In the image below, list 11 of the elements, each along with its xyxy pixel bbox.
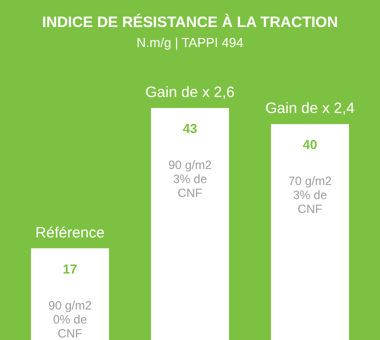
data-label: 40: [302, 137, 318, 152]
chart-title: INDICE DE RÉSISTANCE À LA TRACTION: [42, 13, 338, 31]
chart-subtitle: N.m/g | TAPPI 494: [136, 35, 244, 50]
x-tick-label: Gain de x 2,4: [265, 100, 355, 118]
x-tick-label: Référence: [35, 224, 105, 242]
x-tick-label: Gain de x 2,6: [145, 84, 235, 101]
data-label: 43: [182, 121, 198, 136]
annotation: 90 g/m2 0% de CNF: [48, 298, 92, 340]
annotation: 90 g/m2 3% de CNF: [168, 158, 212, 200]
annotation: 70 g/m2 3% de CNF: [288, 174, 332, 216]
data-label: 17: [62, 261, 78, 276]
